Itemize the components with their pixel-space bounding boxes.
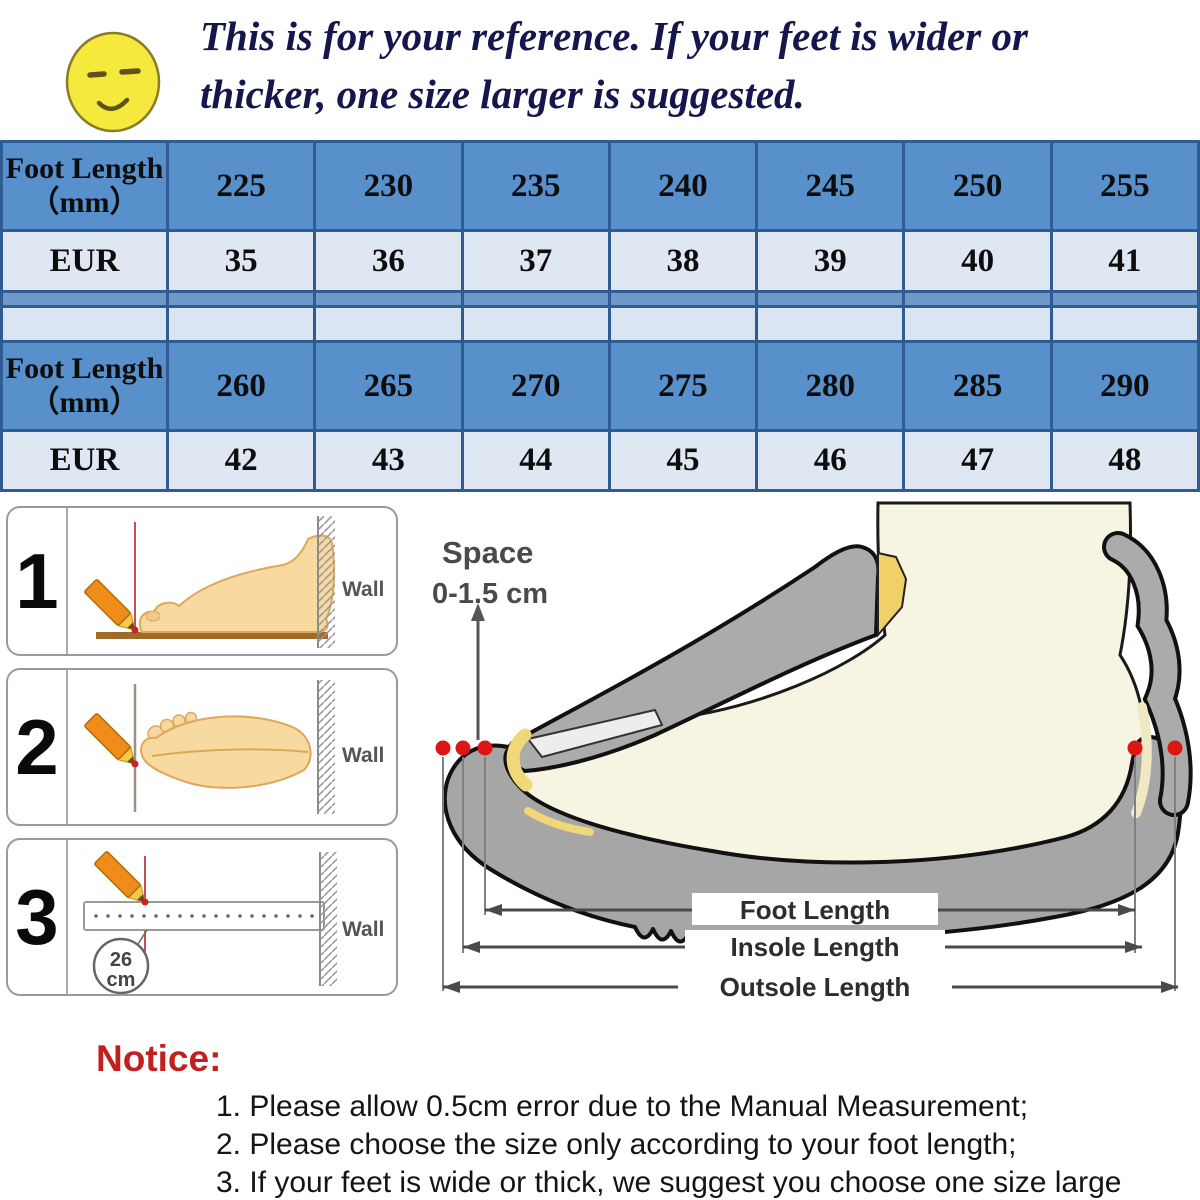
insole (506, 728, 533, 792)
foot-inside-shoe (500, 501, 1147, 868)
eur-size-value: 36 (316, 232, 461, 290)
space-value: 0-1.5 cm (432, 578, 548, 610)
eur-size-value: 43 (316, 432, 461, 489)
eur-size-value: 39 (758, 232, 903, 290)
pencil-icon (94, 851, 146, 903)
outsole-length-dimension-label: Outsole Length (720, 972, 911, 1002)
eur-size-value: 42 (169, 432, 314, 489)
foot-length-value: 230 (316, 143, 461, 229)
foot-length-unit: （mm） (29, 386, 140, 419)
space-label: Space (442, 535, 533, 570)
eur-size-value: 38 (610, 232, 756, 290)
table-divider-cell (905, 293, 1050, 305)
notice-item: 1. Please allow 0.5cm error due to the M… (216, 1090, 1029, 1123)
collar-padding (877, 551, 908, 638)
foot-length-value: 290 (1052, 343, 1197, 429)
eur-size-value: 47 (905, 432, 1050, 489)
step-number: 1 (8, 508, 68, 654)
eur-row-label: EUR (3, 232, 166, 290)
foot-length-label: Foot Length (5, 152, 164, 186)
banner-text-line2: thicker, one size larger is suggested. (200, 71, 805, 117)
foot-length-value: 245 (758, 143, 903, 229)
foot-length-value: 285 (905, 343, 1050, 429)
foot-length-value: 250 (905, 143, 1050, 229)
foot-length-header-cell: Foot Length （mm） (3, 143, 166, 229)
measure-step-1-panel: 1 Wall (6, 506, 398, 656)
eur-size-value: 44 (463, 432, 608, 489)
measure-step-3-panel: 3 (6, 838, 398, 996)
table-spacer-cell (758, 308, 903, 340)
table-spacer-cell (463, 308, 608, 340)
notice-item: 2. Please choose the size only according… (216, 1128, 1017, 1161)
table-spacer-cell (316, 308, 461, 340)
measure-step-2-panel: 2 Wall (6, 668, 398, 826)
table-spacer-cell (905, 308, 1050, 340)
ruler-measurement-value: 26 (110, 949, 132, 971)
size-table: Foot Length （mm） 225 230 235 240 245 250… (0, 140, 1200, 492)
banner-text-line1: This is for your reference. If your feet… (200, 13, 1028, 59)
ruler-measurement-unit: cm (107, 969, 136, 991)
eur-size-value: 40 (905, 232, 1050, 290)
eur-size-value: 37 (463, 232, 608, 290)
shoe-cross-section-diagram: Space 0-1.5 cm Foot Length Insole Length… (432, 501, 1193, 1002)
eur-size-value: 46 (758, 432, 903, 489)
eur-size-value: 41 (1052, 232, 1197, 290)
table-spacer-cell (610, 308, 756, 340)
eur-row-label: EUR (3, 432, 166, 489)
heel-padding (1131, 702, 1152, 818)
foot-length-value: 260 (169, 343, 314, 429)
measure-foot-side-illustration: Wall (84, 516, 384, 648)
notice-title: Notice: (96, 1038, 222, 1079)
foot-length-label: Foot Length (5, 352, 164, 386)
shoe-vamp (507, 544, 881, 773)
table-divider-cell (758, 293, 903, 305)
step-number: 2 (8, 670, 68, 824)
measure-foot-top-illustration: Wall (84, 680, 384, 814)
wall-label: Wall (342, 578, 384, 601)
table-divider-cell (169, 293, 314, 305)
foot-length-header-cell: Foot Length （mm） (3, 343, 166, 429)
eur-size-value: 35 (169, 232, 314, 290)
shoe-sole (442, 735, 1183, 948)
foot-length-value: 225 (169, 143, 314, 229)
table-divider-cell (1052, 293, 1197, 305)
eur-size-value: 48 (1052, 432, 1197, 489)
wall-label: Wall (342, 918, 384, 941)
foot-length-value: 270 (463, 343, 608, 429)
foot-length-value: 255 (1052, 143, 1197, 229)
wall-label: Wall (342, 744, 384, 767)
eur-size-value: 45 (610, 432, 756, 489)
table-divider-cell (463, 293, 608, 305)
foot-length-value: 275 (610, 343, 756, 429)
insole-length-dimension-label: Insole Length (731, 932, 900, 962)
measure-point-markers (435, 740, 1183, 756)
toe-opening (526, 708, 664, 759)
foot-length-value: 235 (463, 143, 608, 229)
foot-length-value: 240 (610, 143, 756, 229)
notice-item: 3. If your feet is wide or thick, we sug… (216, 1166, 1122, 1199)
foot-length-value: 265 (316, 343, 461, 429)
table-spacer-cell (169, 308, 314, 340)
foot-length-value: 280 (758, 343, 903, 429)
table-spacer-cell (1052, 308, 1197, 340)
table-divider-cell (316, 293, 461, 305)
step-number: 3 (8, 840, 68, 994)
foot-length-unit: （mm） (29, 186, 140, 219)
measure-ruler-illustration: 26 cm Wall (83, 851, 384, 994)
table-divider-cell (3, 293, 166, 305)
foot-length-dimension-label: Foot Length (740, 895, 890, 925)
table-divider-cell (610, 293, 756, 305)
table-spacer-cell (3, 308, 166, 340)
smiley-face-icon (65, 31, 161, 133)
